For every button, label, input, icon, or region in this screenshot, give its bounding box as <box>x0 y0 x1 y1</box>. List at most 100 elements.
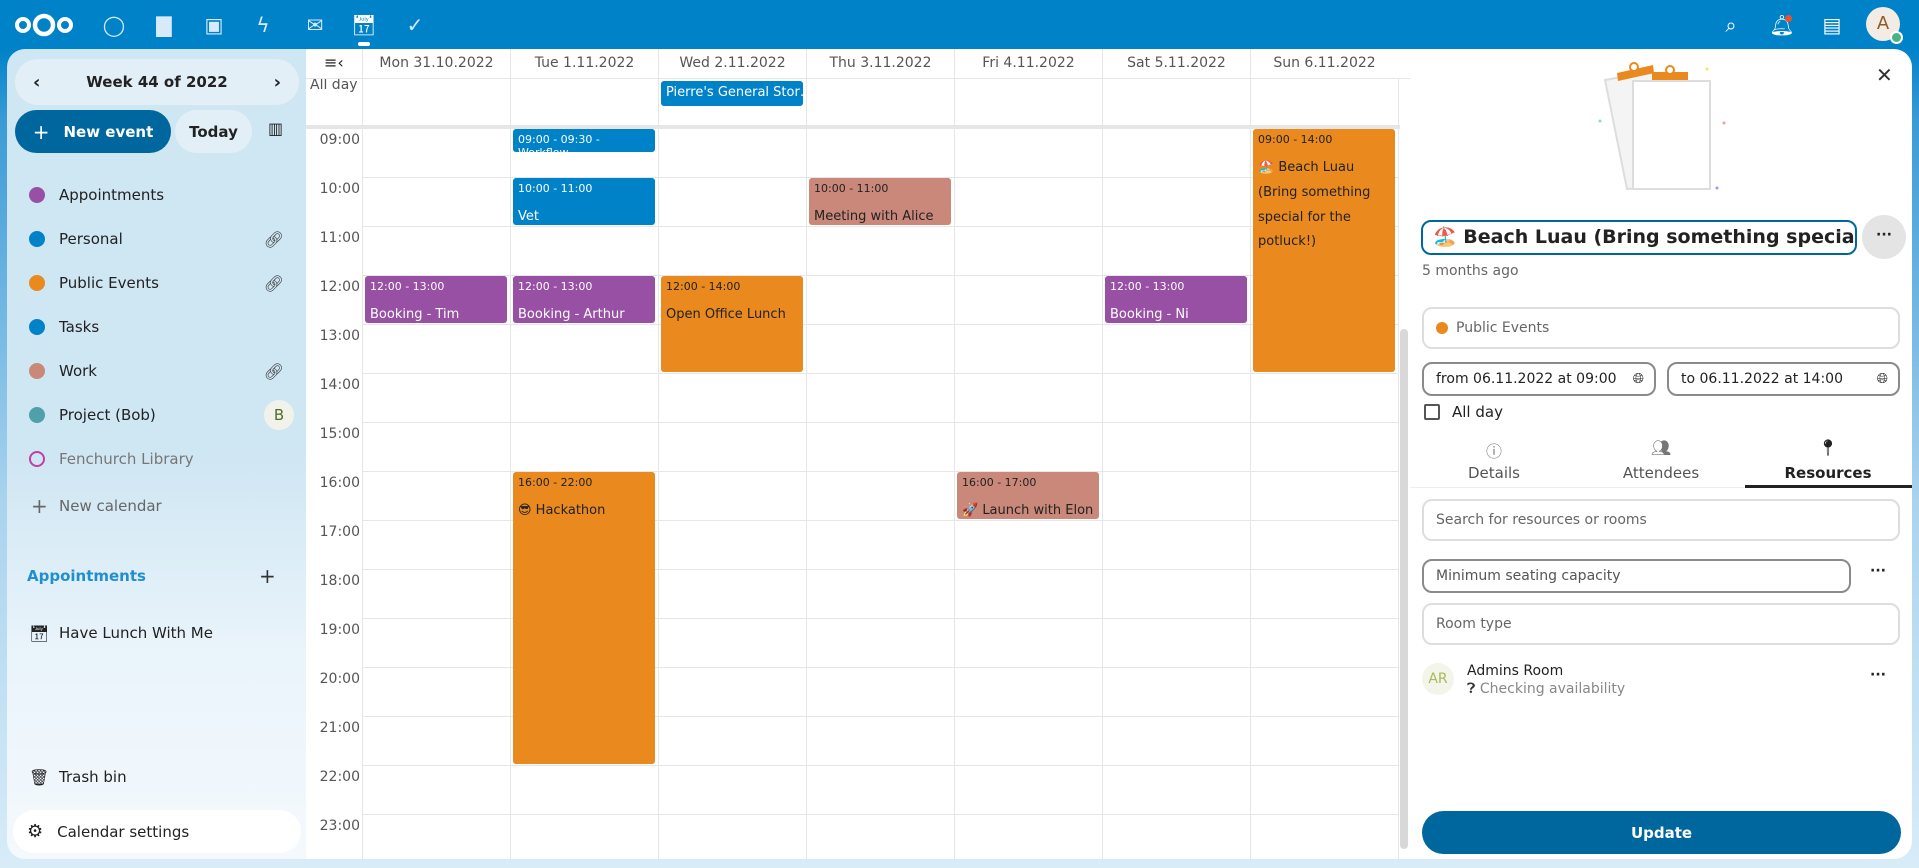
trash-bin-button[interactable]: 🗑︎ Trash bin <box>29 767 127 787</box>
calendar-event[interactable]: 16:00 - 17:00 🚀 Launch with Elon <box>957 472 1099 519</box>
event-time: 16:00 - 22:00 <box>518 476 593 489</box>
new-event-button[interactable]: + New event <box>15 110 171 153</box>
mail-icon[interactable]: ✉ <box>306 13 324 37</box>
day-header[interactable]: Thu 3.11.2022 <box>806 49 954 78</box>
calendar-picker[interactable]: Public Events <box>1422 307 1900 349</box>
hour-line <box>362 471 1398 472</box>
next-week-button[interactable]: › <box>273 71 281 93</box>
calendar-item[interactable]: Work 🔗︎ <box>7 353 306 389</box>
view-columns-icon[interactable]: ▥ <box>268 119 284 138</box>
calendar-item[interactable]: Personal 🔗︎ <box>7 221 306 257</box>
user-avatar[interactable]: A <box>1866 7 1903 44</box>
calendar-event[interactable]: 10:00 - 11:00 Vet <box>513 178 655 225</box>
more-filters-button[interactable]: ··· <box>1870 563 1886 579</box>
seating-capacity-input[interactable]: Minimum seating capacity <box>1422 559 1851 593</box>
hour-label: 17:00 <box>319 524 360 540</box>
globe-icon[interactable]: 🌐︎ <box>1876 371 1888 387</box>
calendar-event[interactable]: 12:00 - 14:00 Open Office Lunch <box>661 276 803 372</box>
day-header[interactable]: Fri 4.11.2022 <box>954 49 1102 78</box>
tab-details[interactable]: ⓘ Details <box>1411 438 1577 482</box>
calendar-color-dot[interactable] <box>29 319 45 335</box>
calendar-event[interactable]: 12:00 - 13:00 Booking - Ni (Knights <box>1105 276 1247 323</box>
calendar-event[interactable]: 09:00 - 14:00 🏖️ Beach Luau (Bring someth… <box>1253 129 1395 372</box>
calendar-item[interactable]: Appointments <box>7 177 306 213</box>
share-link-icon[interactable]: 🔗︎ <box>263 229 284 249</box>
notifications-icon[interactable]: 🔔︎ <box>1769 13 1795 37</box>
tab-attendees[interactable]: 👥︎ Attendees <box>1578 438 1744 482</box>
today-button[interactable]: Today <box>175 110 252 153</box>
calendar-color-dot[interactable] <box>29 363 45 379</box>
calendar-item[interactable]: Fenchurch Library <box>7 441 306 477</box>
day-column-divider <box>954 78 955 859</box>
photos-icon[interactable]: ▣ <box>204 13 224 37</box>
tab-resources[interactable]: 📍︎ Resources <box>1745 438 1911 482</box>
files-icon[interactable]: ▇ <box>156 13 172 37</box>
calendar-event[interactable]: 09:00 - 09:30 - Workflow <box>513 129 655 152</box>
dashboard-icon[interactable]: ◯ <box>102 13 126 37</box>
event-time: 09:00 - 09:30 - Workflow <box>518 133 600 152</box>
event-title: 🚀 Launch with Elon <box>962 503 1094 519</box>
calendar-event[interactable]: 16:00 - 22:00 😎 Hackathon <box>513 472 655 764</box>
calendar-event[interactable]: 10:00 - 11:00 Meeting with Alice <box>809 178 951 225</box>
day-column-divider <box>510 78 511 859</box>
hour-line <box>362 324 1398 325</box>
calendar-settings-button[interactable]: ⚙ Calendar settings <box>13 810 301 853</box>
event-title-input[interactable]: 🏖️ Beach Luau (Bring something special f… <box>1421 220 1857 255</box>
event-illustration <box>1598 62 1726 191</box>
close-icon[interactable]: ✕ <box>1876 63 1893 87</box>
day-header[interactable]: Tue 1.11.2022 <box>510 49 658 78</box>
all-day-checkbox[interactable]: All day <box>1424 403 1503 421</box>
people-icon: 👥︎ <box>1650 438 1672 457</box>
toggle-sidebar-icon[interactable]: ≡‹ <box>324 53 344 72</box>
end-date-input[interactable]: to 06.11.2022 at 14:00 🌐︎ <box>1667 362 1900 396</box>
resource-search-input[interactable]: Search for resources or rooms <box>1422 499 1900 541</box>
calendar-event[interactable]: 12:00 - 13:00 Booking - Tim (Wizard) <box>365 276 507 323</box>
day-header[interactable]: Mon 31.10.2022 <box>362 49 510 78</box>
nextcloud-logo[interactable] <box>14 12 74 38</box>
calendar-item[interactable]: Public Events 🔗︎ <box>7 265 306 301</box>
calendar-color-dot[interactable] <box>29 187 45 203</box>
all-day-event[interactable]: Pierre's General Stor… <box>661 81 803 106</box>
tasks-icon[interactable]: ✓ <box>406 13 424 37</box>
calendar-item[interactable]: Tasks <box>7 309 306 345</box>
globe-icon[interactable]: 🌐︎ <box>1632 371 1644 387</box>
add-appointment-button[interactable]: + <box>259 564 276 588</box>
hour-line <box>362 275 1398 276</box>
day-column-divider <box>1398 78 1399 859</box>
resource-actions-button[interactable]: ··· <box>1870 667 1886 683</box>
calendar-event[interactable]: 12:00 - 13:00 Booking - Arthur Dent <box>513 276 655 323</box>
info-icon: ⓘ <box>1485 442 1502 461</box>
contacts-icon[interactable]: ▤ <box>1822 13 1842 37</box>
day-header[interactable]: Sat 5.11.2022 <box>1102 49 1250 78</box>
calendar-icon[interactable]: 📅︎ <box>351 13 377 37</box>
plus-icon: + <box>31 494 48 518</box>
update-button[interactable]: Update <box>1422 811 1901 854</box>
event-title: Open Office Lunch <box>666 307 786 323</box>
day-header[interactable]: Wed 2.11.2022 <box>658 49 806 78</box>
more-actions-button[interactable]: ··· <box>1862 215 1906 259</box>
new-calendar-button[interactable]: + New calendar <box>31 494 162 518</box>
calendar-color-dot[interactable] <box>29 275 45 291</box>
event-time: 12:00 - 13:00 <box>518 280 593 293</box>
calendar-color-dot[interactable] <box>29 451 45 467</box>
previous-week-button[interactable]: ‹ <box>33 71 41 93</box>
status-online-indicator <box>1890 31 1903 44</box>
search-icon[interactable]: ⌕ <box>1725 13 1737 37</box>
start-date-input[interactable]: from 06.11.2022 at 09:00 🌐︎ <box>1422 362 1656 396</box>
hour-label: 21:00 <box>319 720 360 736</box>
share-link-icon[interactable]: 🔗︎ <box>263 273 284 293</box>
room-type-select[interactable]: Room type <box>1422 603 1900 645</box>
share-link-icon[interactable]: 🔗︎ <box>263 361 284 381</box>
hour-label: 18:00 <box>319 573 360 589</box>
event-title: Booking - Arthur Dent <box>518 307 625 323</box>
day-header[interactable]: Sun 6.11.2022 <box>1250 49 1398 78</box>
hour-line <box>362 716 1398 717</box>
gear-icon: ⚙ <box>27 821 44 842</box>
calendar-item[interactable]: Project (Bob) B <box>7 397 306 433</box>
activity-icon[interactable]: ϟ <box>256 13 270 37</box>
calendar-label: Project (Bob) <box>59 406 156 424</box>
calendar-color-dot[interactable] <box>29 407 45 423</box>
calendar-color-dot[interactable] <box>29 231 45 247</box>
appointment-item[interactable]: 📅︎ Have Lunch With Me <box>29 623 213 643</box>
scrollbar[interactable] <box>1400 329 1408 849</box>
